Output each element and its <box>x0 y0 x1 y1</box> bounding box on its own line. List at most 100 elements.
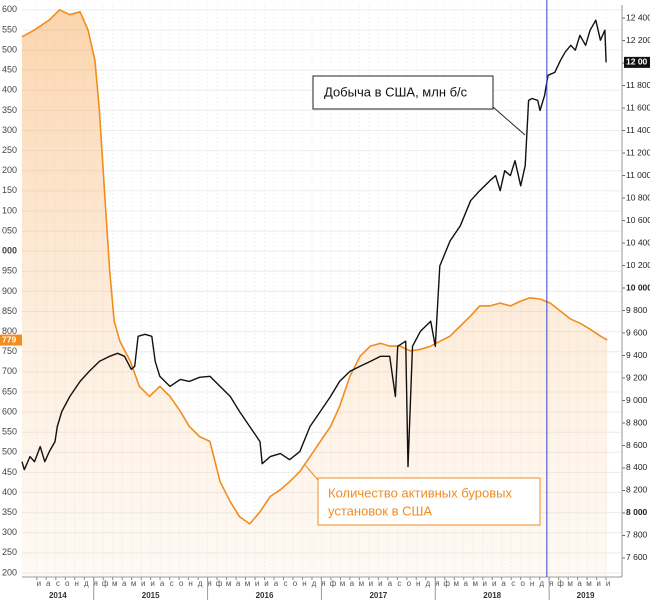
x-tick-label: и <box>369 579 373 588</box>
y2-tick-label: 8 000 <box>626 507 648 517</box>
line <box>21 19 607 471</box>
y2-tick-label: 12 400 <box>626 12 650 22</box>
x-tick-label: а <box>577 579 582 588</box>
y2-tick-label: 9 600 <box>626 327 648 337</box>
x-tick-label: и <box>483 579 487 588</box>
y-tick-label: 600 <box>2 406 17 416</box>
area <box>22 9 608 578</box>
x-tick-label: ф <box>443 579 450 588</box>
x-tick-label: д <box>198 579 203 588</box>
x-tick-label: м <box>454 579 460 588</box>
y-tick-label: 550 <box>2 427 17 437</box>
y-tick-label: 250 <box>2 145 17 155</box>
y2-tick-label: 9 200 <box>626 372 648 382</box>
x-tick-label: с <box>511 579 515 588</box>
y2-tick-label: 11 800 <box>626 80 650 90</box>
y-tick-label: 250 <box>2 547 17 557</box>
y2-tick-label: 11 600 <box>626 102 650 112</box>
x-tick-label: н <box>188 579 192 588</box>
x-tick-label: н <box>530 579 534 588</box>
x-tick-label: а <box>274 579 279 588</box>
y2-tick-label: 11 200 <box>626 147 650 157</box>
y-tick-label: 550 <box>2 24 17 34</box>
x-tick-label: м <box>472 579 478 588</box>
y2-tick-label: 10 600 <box>626 215 650 225</box>
x-tick-label: и <box>255 579 259 588</box>
x-tick-label: н <box>302 579 306 588</box>
x-tick-label: а <box>464 579 469 588</box>
y2-tick-label: 11 400 <box>626 125 650 135</box>
x-tick-label: н <box>416 579 420 588</box>
y-tick-label: 400 <box>2 85 17 95</box>
y-tick-label: 800 <box>2 326 17 336</box>
annotation: Количество активных буровых <box>328 485 512 500</box>
annotations: Добыча в США, млн б/с Количество активны… <box>304 75 541 526</box>
y2-tick-label: 7 800 <box>626 530 648 540</box>
line <box>21 9 608 525</box>
annotation: Добыча в США, млн б/с <box>324 84 468 99</box>
y2-tick-label: 9 800 <box>626 305 648 315</box>
y2-tick-label: 8 600 <box>626 440 648 450</box>
x-tick-label: н <box>75 579 79 588</box>
x-tick-label: а <box>236 579 241 588</box>
x-tick-label: м <box>567 579 573 588</box>
x-tick-label: я <box>549 579 553 588</box>
annotation-box <box>317 477 541 526</box>
y-tick-label: 450 <box>2 467 17 477</box>
y-tick-label: 000 <box>2 246 17 256</box>
y2-tick-label: 8 200 <box>626 485 648 495</box>
x-tick-label: и <box>596 579 600 588</box>
x-tick-label: я <box>94 579 98 588</box>
y-tick-label: 200 <box>2 165 17 175</box>
annotation: установок в США <box>328 503 432 518</box>
x-tick-label: с <box>397 579 401 588</box>
x-tick-label: м <box>112 579 118 588</box>
y-tick-label: 150 <box>2 185 17 195</box>
x-tick-label: м <box>586 579 592 588</box>
x-tick-label: о <box>293 579 298 588</box>
x-tick-label: д <box>312 579 317 588</box>
x-tick-label: и <box>378 579 382 588</box>
y-tick-label: 400 <box>2 487 17 497</box>
x-tick-label: д <box>425 579 430 588</box>
x-tick-label: я <box>321 579 325 588</box>
y2-tick-label: 9 000 <box>626 395 648 405</box>
x-tick-label: м <box>245 579 251 588</box>
x-tick-label: ф <box>330 579 337 588</box>
y2-tick-label: 10 200 <box>626 260 650 270</box>
last-value-label: 779 <box>2 334 16 344</box>
x-tick-label: о <box>520 579 525 588</box>
y-tick-label: 350 <box>2 105 17 115</box>
x-tick-label: о <box>179 579 184 588</box>
y-tick-label: 850 <box>2 306 17 316</box>
y2-tick-label: 10 800 <box>626 192 650 202</box>
x-tick-label: м <box>340 579 346 588</box>
y-tick-label: 900 <box>2 286 17 296</box>
x-tick-label: д <box>84 579 89 588</box>
last-value-label: 12 00 <box>626 57 648 67</box>
x-tick-label: я <box>207 579 211 588</box>
x-tick-label: с <box>56 579 60 588</box>
year-label: 2015 <box>142 591 160 600</box>
last-value-box <box>624 56 650 68</box>
x-tick-label: м <box>226 579 232 588</box>
y2-tick-label: 7 600 <box>626 552 648 562</box>
x-tick-label: о <box>407 579 412 588</box>
x-tick-label: а <box>388 579 393 588</box>
y-tick-label: 650 <box>2 386 17 396</box>
x-tick-label: и <box>37 579 41 588</box>
y2-tick-label: 12 200 <box>626 35 650 45</box>
annotation-box <box>312 75 494 110</box>
y-tick-label: 050 <box>2 225 17 235</box>
y-tick-label: 700 <box>2 366 17 376</box>
y-tick-label: 500 <box>2 44 17 54</box>
y-tick-label: 500 <box>2 447 17 457</box>
y-tick-label: 100 <box>2 205 17 215</box>
y-tick-label: 750 <box>2 346 17 356</box>
x-tick-label: с <box>170 579 174 588</box>
year-label: 2019 <box>577 591 595 600</box>
x-tick-label: и <box>141 579 145 588</box>
year-label: 2018 <box>483 591 501 600</box>
y-tick-label: 300 <box>2 125 17 135</box>
x-tick-label: м <box>359 579 365 588</box>
